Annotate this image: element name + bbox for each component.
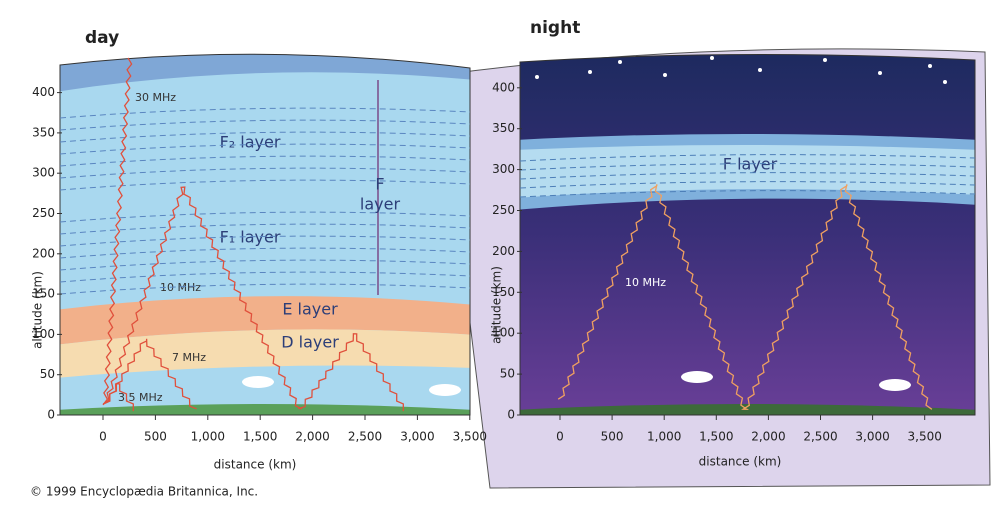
y-tick-label: 50 — [40, 367, 55, 381]
y-tick-label: 250 — [32, 206, 55, 220]
star — [535, 75, 539, 79]
y-tick-label: 300 — [492, 162, 515, 176]
star — [928, 64, 932, 68]
star — [758, 68, 762, 72]
frequency-label: 10 MHz — [160, 281, 201, 294]
f-layer-label: layer — [360, 195, 401, 214]
star — [878, 71, 882, 75]
frequency-label: 7 MHz — [172, 351, 206, 364]
y-tick-label: 200 — [32, 246, 55, 260]
x-tick-label: 0 — [99, 430, 107, 444]
cloud — [879, 379, 911, 391]
star — [618, 60, 622, 64]
night-title: night — [530, 18, 580, 38]
x-tick-label: 0 — [556, 430, 564, 444]
star — [710, 56, 714, 60]
x-tick-label: 3,500 — [453, 430, 487, 444]
night-sky — [515, 45, 980, 420]
star — [663, 73, 667, 77]
frequency-label: 10 MHz — [625, 276, 666, 289]
x-tick-label: 2,000 — [295, 430, 329, 444]
y-tick-label: 150 — [32, 287, 55, 301]
y-tick-label: 50 — [500, 367, 515, 381]
y-tick-label: 300 — [32, 166, 55, 180]
copyright: © 1999 Encyclopædia Britannica, Inc. — [30, 485, 258, 499]
x-tick-label: 1,000 — [191, 430, 225, 444]
f-layer-label: F — [375, 175, 384, 194]
x-tick-label: 2,500 — [803, 430, 837, 444]
y-tick-label: 350 — [492, 121, 515, 135]
x-tick-label: 1,500 — [243, 430, 277, 444]
x-tick-label: 3,000 — [855, 430, 889, 444]
y-tick-label: 350 — [32, 125, 55, 139]
x-tick-label: 1,500 — [699, 430, 733, 444]
y-tick-label: 0 — [47, 408, 55, 422]
x-axis-label: distance (km) — [214, 458, 297, 472]
y-tick-label: 400 — [32, 85, 55, 99]
e-layer-label: E layer — [282, 300, 338, 319]
d-layer-label: D layer — [281, 333, 339, 352]
x-tick-label: 3,000 — [400, 430, 434, 444]
x-tick-label: 500 — [144, 430, 167, 444]
x-tick-label: 2,500 — [348, 430, 382, 444]
y-tick-label: 250 — [492, 203, 515, 217]
x-tick-label: 1,000 — [647, 430, 681, 444]
y-tick-label: 0 — [507, 408, 515, 422]
cloud — [242, 376, 274, 388]
cloud — [681, 371, 713, 383]
x-tick-label: 3,500 — [908, 430, 942, 444]
y-tick-label: 200 — [492, 244, 515, 258]
night-panel — [515, 45, 980, 420]
star — [943, 80, 947, 84]
star — [588, 70, 592, 74]
y-tick-label: 100 — [32, 327, 55, 341]
y-tick-label: 100 — [492, 326, 515, 340]
cloud — [429, 384, 461, 396]
figure: day night distance (km) distance (km) al… — [0, 0, 997, 512]
x-axis-label: distance (km) — [699, 455, 782, 469]
day-title: day — [85, 28, 119, 48]
x-tick-label: 2,000 — [751, 430, 785, 444]
frequency-label: 30 MHz — [135, 91, 176, 104]
y-tick-label: 150 — [492, 285, 515, 299]
y-tick-label: 400 — [492, 80, 515, 94]
star — [823, 58, 827, 62]
f2-layer-label: F₂ layer — [220, 133, 281, 152]
x-tick-label: 500 — [601, 430, 624, 444]
